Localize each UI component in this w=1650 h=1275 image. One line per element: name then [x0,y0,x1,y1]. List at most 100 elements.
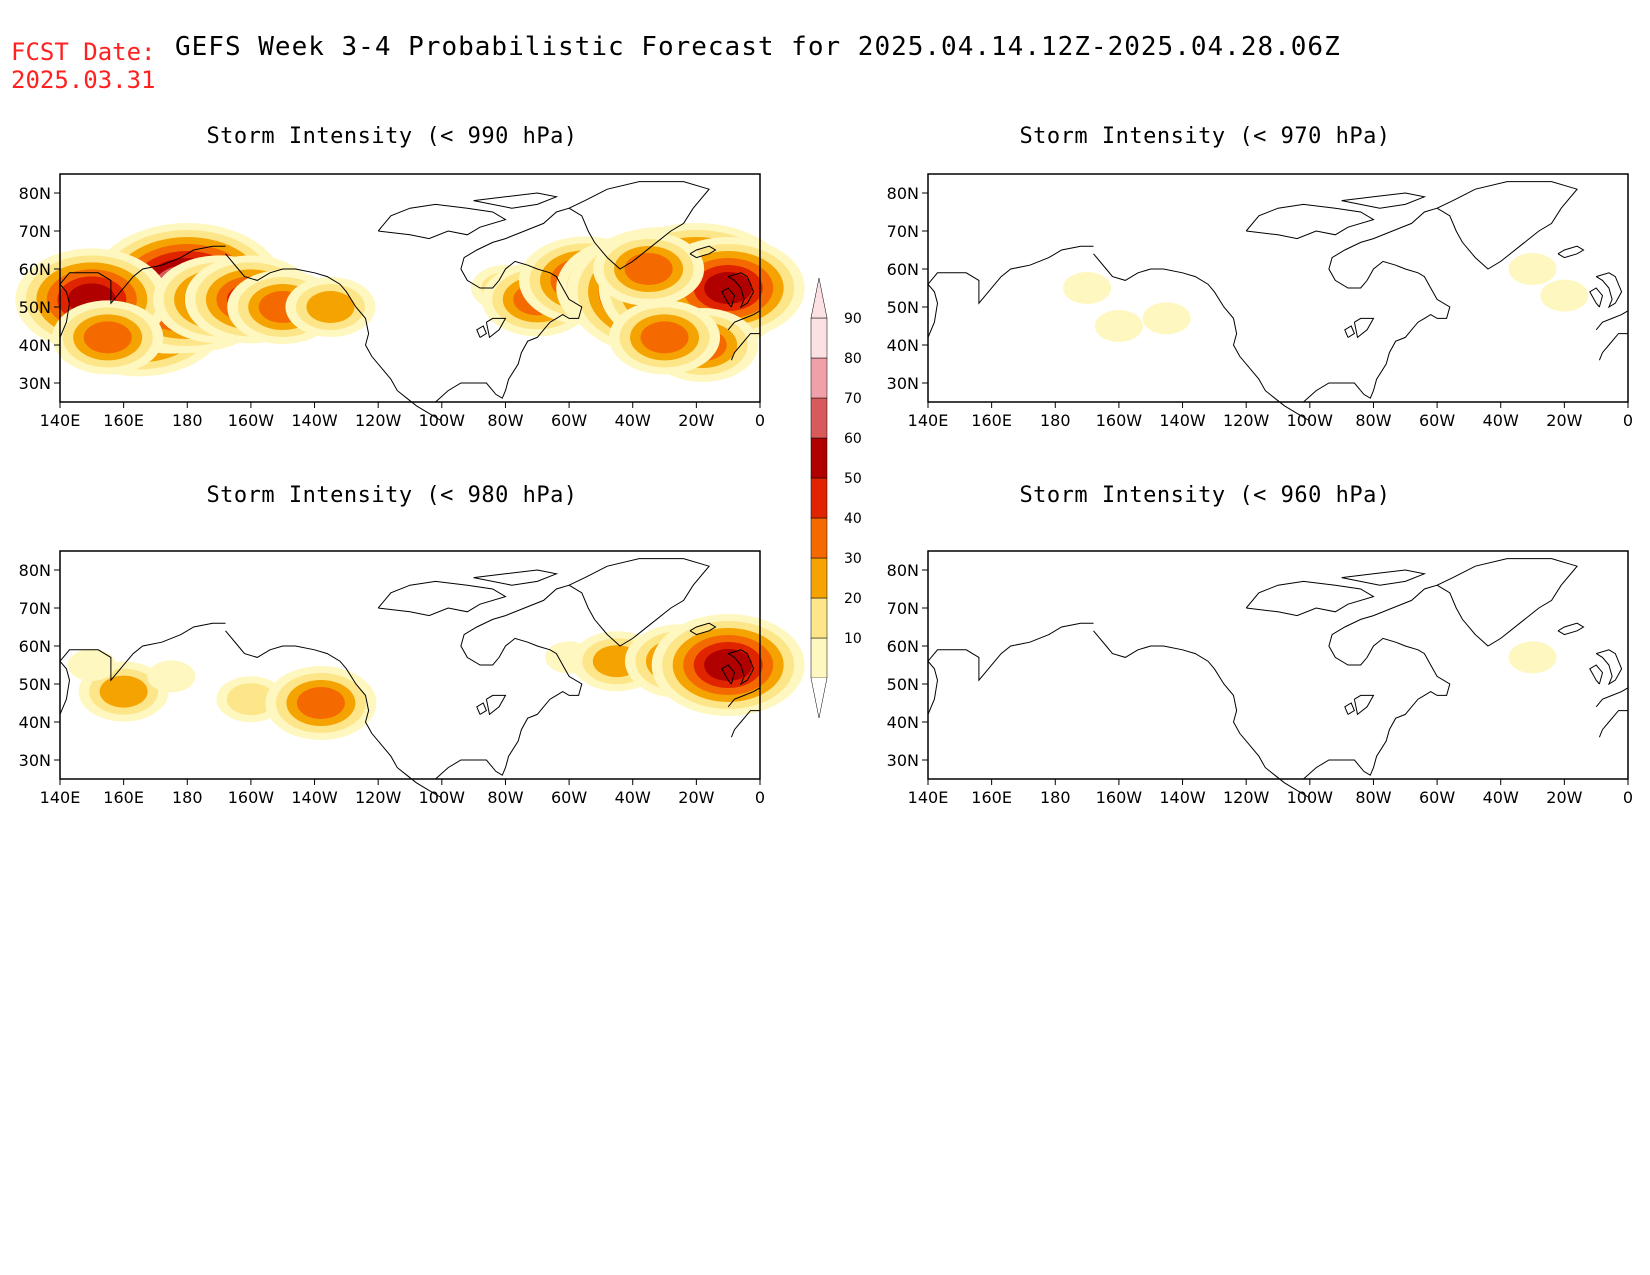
coastline-960-0 [927,622,1094,715]
lon-label-970-4: 140W [1159,411,1206,430]
lon-label-990-7: 80W [487,411,523,430]
lon-label-960-9: 40W [1483,788,1519,807]
lon-label-990-0: 140E [40,411,81,430]
lat-label-980-4: 40N [19,713,51,732]
coastline-960-9 [1245,580,1375,617]
lat-label-970-4: 40N [887,336,919,355]
page-title: GEFS Week 3-4 Probabilistic Forecast for… [175,32,1341,62]
prob-blob-980-1-1 [67,649,116,681]
lon-label-980-10: 20W [678,788,714,807]
colorbar-arrow-bottom [810,677,828,719]
coastline-980-3 [568,558,710,647]
coastline-980-5 [727,649,755,686]
lon-label-980-9: 40W [615,788,651,807]
lon-label-970-2: 180 [1040,411,1071,430]
colorbar-label-7: 80 [844,351,862,367]
lon-label-980-7: 80W [487,788,523,807]
coastline-980-10 [473,569,559,586]
coastline-990-4 [689,245,717,259]
colorbar-label-6: 70 [844,391,862,407]
lat-label-980-0: 80N [19,561,51,580]
coastline-990-3 [568,181,710,270]
colorbar-swatch-2 [810,557,828,599]
lon-label-970-1: 160E [971,411,1012,430]
map-frame-960 [927,550,1629,780]
coastline-980-6 [721,664,736,685]
lon-label-960-11: 0 [1623,788,1633,807]
coastline-980-8 [730,710,760,738]
panel-title-970: Storm Intensity (< 970 hPa) [1019,124,1391,149]
coastline-980-11 [485,694,507,716]
colorbar-label-5: 60 [844,431,862,447]
map-panel-980: 80N 70N 60N 50N 40N 30N 140E 160E 180 160W 140W 120… [19,550,805,807]
lat-label-960-3: 50N [887,675,919,694]
coastline-990-5 [727,272,755,309]
coastline-960-12 [1344,702,1356,715]
lon-label-990-3: 160W [228,411,275,430]
coastline-970-7 [1595,310,1629,331]
colorbar-swatch-1 [810,597,828,639]
lon-label-960-1: 160E [971,788,1012,807]
coastline-970-12 [1344,325,1356,338]
coastline-970-4 [1557,245,1585,259]
lon-label-970-11: 0 [1623,411,1633,430]
prob-blob-990-17-4 [624,253,673,285]
coastline-970-0 [927,245,1094,338]
lon-label-970-8: 60W [1419,411,1455,430]
map-frame-980 [59,550,761,780]
colorbar-swatch-7 [810,357,828,399]
lon-label-970-5: 120W [1223,411,1270,430]
panel-title-980: Storm Intensity (< 980 hPa) [206,483,578,508]
coastline-990-11 [485,317,507,339]
lat-label-990-1: 70N [19,222,51,241]
prob-blob-970-4-1 [1540,279,1589,312]
coastline-990-10 [473,192,559,209]
map-panel-990: 80N 70N 60N 50N 40N 30N 140E 160E 180 160W 140W 120… [15,173,805,430]
coastline-970-2 [1303,207,1451,403]
fcst-date-label: FCST Date: [11,38,156,66]
lon-label-990-9: 40W [615,411,651,430]
lat-label-980-5: 30N [19,751,51,770]
lon-label-960-3: 160W [1096,788,1143,807]
coastline-960-7 [1595,687,1629,708]
map-panel-960: 80N 70N 60N 50N 40N 30N 140E 160E 180 160W 140W 120… [887,550,1633,807]
colorbar-swatch-8 [810,317,828,359]
map-frame-990 [59,173,761,403]
lon-label-990-6: 100W [419,411,466,430]
prob-blob-980-4-4 [296,687,345,719]
colorbar-swatch-3 [810,517,828,559]
lat-label-960-1: 70N [887,599,919,618]
coastline-980-1 [225,630,443,799]
lon-label-990-5: 120W [355,411,402,430]
lat-label-980-1: 70N [19,599,51,618]
lat-label-980-3: 50N [19,675,51,694]
prob-blob-960-0-1 [1508,641,1557,674]
lat-label-970-0: 80N [887,184,919,203]
colorbar-label-2: 30 [844,551,862,567]
panel-title-990: Storm Intensity (< 990 hPa) [206,124,578,149]
lat-label-960-0: 80N [887,561,919,580]
lat-label-970-2: 60N [887,260,919,279]
coastline-990-6 [721,287,736,308]
prob-blob-970-3-1 [1508,253,1557,285]
lon-label-980-1: 160E [103,788,144,807]
lon-label-970-6: 100W [1287,411,1334,430]
colorbar-label-3: 40 [844,511,862,527]
colorbar-swatch-0 [810,637,828,679]
lon-label-990-10: 20W [678,411,714,430]
prob-blob-980-2-1 [147,660,196,693]
coastline-970-6 [1589,287,1604,308]
prob-blob-970-2-1 [1063,272,1112,304]
lon-label-960-6: 100W [1287,788,1334,807]
lon-label-980-4: 140W [291,788,338,807]
lon-label-970-7: 80W [1355,411,1391,430]
colorbar-label-1: 20 [844,591,862,607]
prob-blob-970-1-1 [1142,302,1191,335]
coastline-990-7 [727,310,761,331]
lon-label-960-0: 140E [908,788,949,807]
lon-label-960-5: 120W [1223,788,1270,807]
coastline-990-1 [225,253,443,422]
prob-blob-990-8-3 [306,291,355,323]
lon-label-960-2: 180 [1040,788,1071,807]
